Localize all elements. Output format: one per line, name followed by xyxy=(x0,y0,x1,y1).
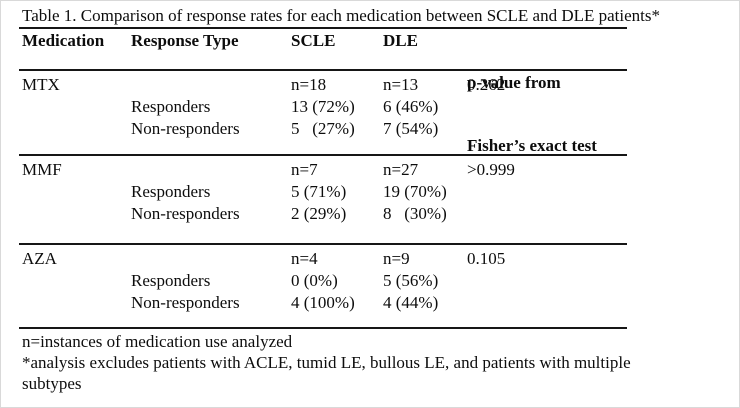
table-header-row: Medication Response Type SCLE DLE p-valu… xyxy=(19,30,734,198)
cell-n-dle: n=13 xyxy=(383,75,419,94)
cell-response-type: Non-responders xyxy=(131,293,240,312)
col-header-pvalue-line1: p-value from xyxy=(467,73,561,92)
cell-response-type: Non-responders xyxy=(131,119,240,138)
cell-n-scle: n=18 xyxy=(291,75,327,94)
footnote-exclusions-line2: subtypes xyxy=(22,374,82,393)
table-title: Table 1. Comparison of response rates fo… xyxy=(22,6,661,25)
cell-medication: MTX xyxy=(22,75,60,94)
cell-p-value: >0.999 xyxy=(467,160,515,179)
cell-dle-value: 4 (44%) xyxy=(383,293,439,312)
medication-row-mmf: MMF n=7 n=27 >0.999 xyxy=(19,159,734,180)
footnote-exclusions-line1: *analysis excludes patients with ACLE, t… xyxy=(22,353,631,372)
col-header-pvalue-line2: Fisher’s exact test xyxy=(467,136,597,155)
col-header-medication: Medication xyxy=(22,31,105,50)
cell-dle-value: 6 (46%) xyxy=(383,97,439,116)
col-header-pvalue: p-value from Fisher’s exact test xyxy=(464,30,734,198)
cell-response-type: Responders xyxy=(131,271,211,290)
footnote-n-definition: n=instances of medication use analyzed xyxy=(22,332,293,351)
cell-scle-value: 5 (71%) xyxy=(291,182,347,201)
cell-scle-value: 2 (29%) xyxy=(291,204,347,223)
cell-response-type: Non-responders xyxy=(131,204,240,223)
non-responders-row-mmf: Non-responders 2 (29%) 8 (30%) xyxy=(19,203,734,224)
cell-scle-value: 5 (27%) xyxy=(291,119,355,138)
cell-scle-value: 13 (72%) xyxy=(291,97,355,116)
responders-row-mtx: Responders 13 (72%) 6 (46%) xyxy=(19,96,734,117)
cell-n-scle: n=4 xyxy=(291,249,318,268)
cell-n-dle: n=9 xyxy=(383,249,410,268)
cell-dle-value: 5 (56%) xyxy=(383,271,439,290)
responders-row-mmf: Responders 5 (71%) 19 (70%) xyxy=(19,181,734,202)
cell-scle-value: 0 (0%) xyxy=(291,271,338,290)
cell-dle-value: 19 (70%) xyxy=(383,182,447,201)
col-header-dle: DLE xyxy=(383,31,418,50)
rule-after-mtx xyxy=(19,154,627,156)
rule-after-mmf xyxy=(19,243,627,245)
responders-row-aza: Responders 0 (0%) 5 (56%) xyxy=(19,270,734,291)
cell-response-type: Responders xyxy=(131,182,211,201)
col-header-scle: SCLE xyxy=(291,31,336,50)
cell-dle-value: 8 (30%) xyxy=(383,204,447,223)
rule-below-title xyxy=(19,27,627,29)
cell-dle-value: 7 (54%) xyxy=(383,119,439,138)
non-responders-row-mtx: Non-responders 5 (27%) 7 (54%) xyxy=(19,118,734,139)
rule-above-footnotes xyxy=(19,327,627,329)
cell-medication: MMF xyxy=(22,160,62,179)
cell-n-scle: n=7 xyxy=(291,160,318,179)
cell-medication: AZA xyxy=(22,249,57,268)
cell-scle-value: 4 (100%) xyxy=(291,293,355,312)
cell-p-value: 0.105 xyxy=(467,249,506,268)
rule-below-header xyxy=(19,69,627,71)
medication-row-mtx: MTX n=18 n=13 0.262 xyxy=(19,74,734,95)
non-responders-row-aza: Non-responders 4 (100%) 4 (44%) xyxy=(19,292,734,313)
medication-row-aza: AZA n=4 n=9 0.105 xyxy=(19,248,734,269)
col-header-response-type: Response Type xyxy=(131,31,239,50)
cell-p-value: 0.262 xyxy=(467,75,506,94)
cell-response-type: Responders xyxy=(131,97,211,116)
cell-n-dle: n=27 xyxy=(383,160,419,179)
